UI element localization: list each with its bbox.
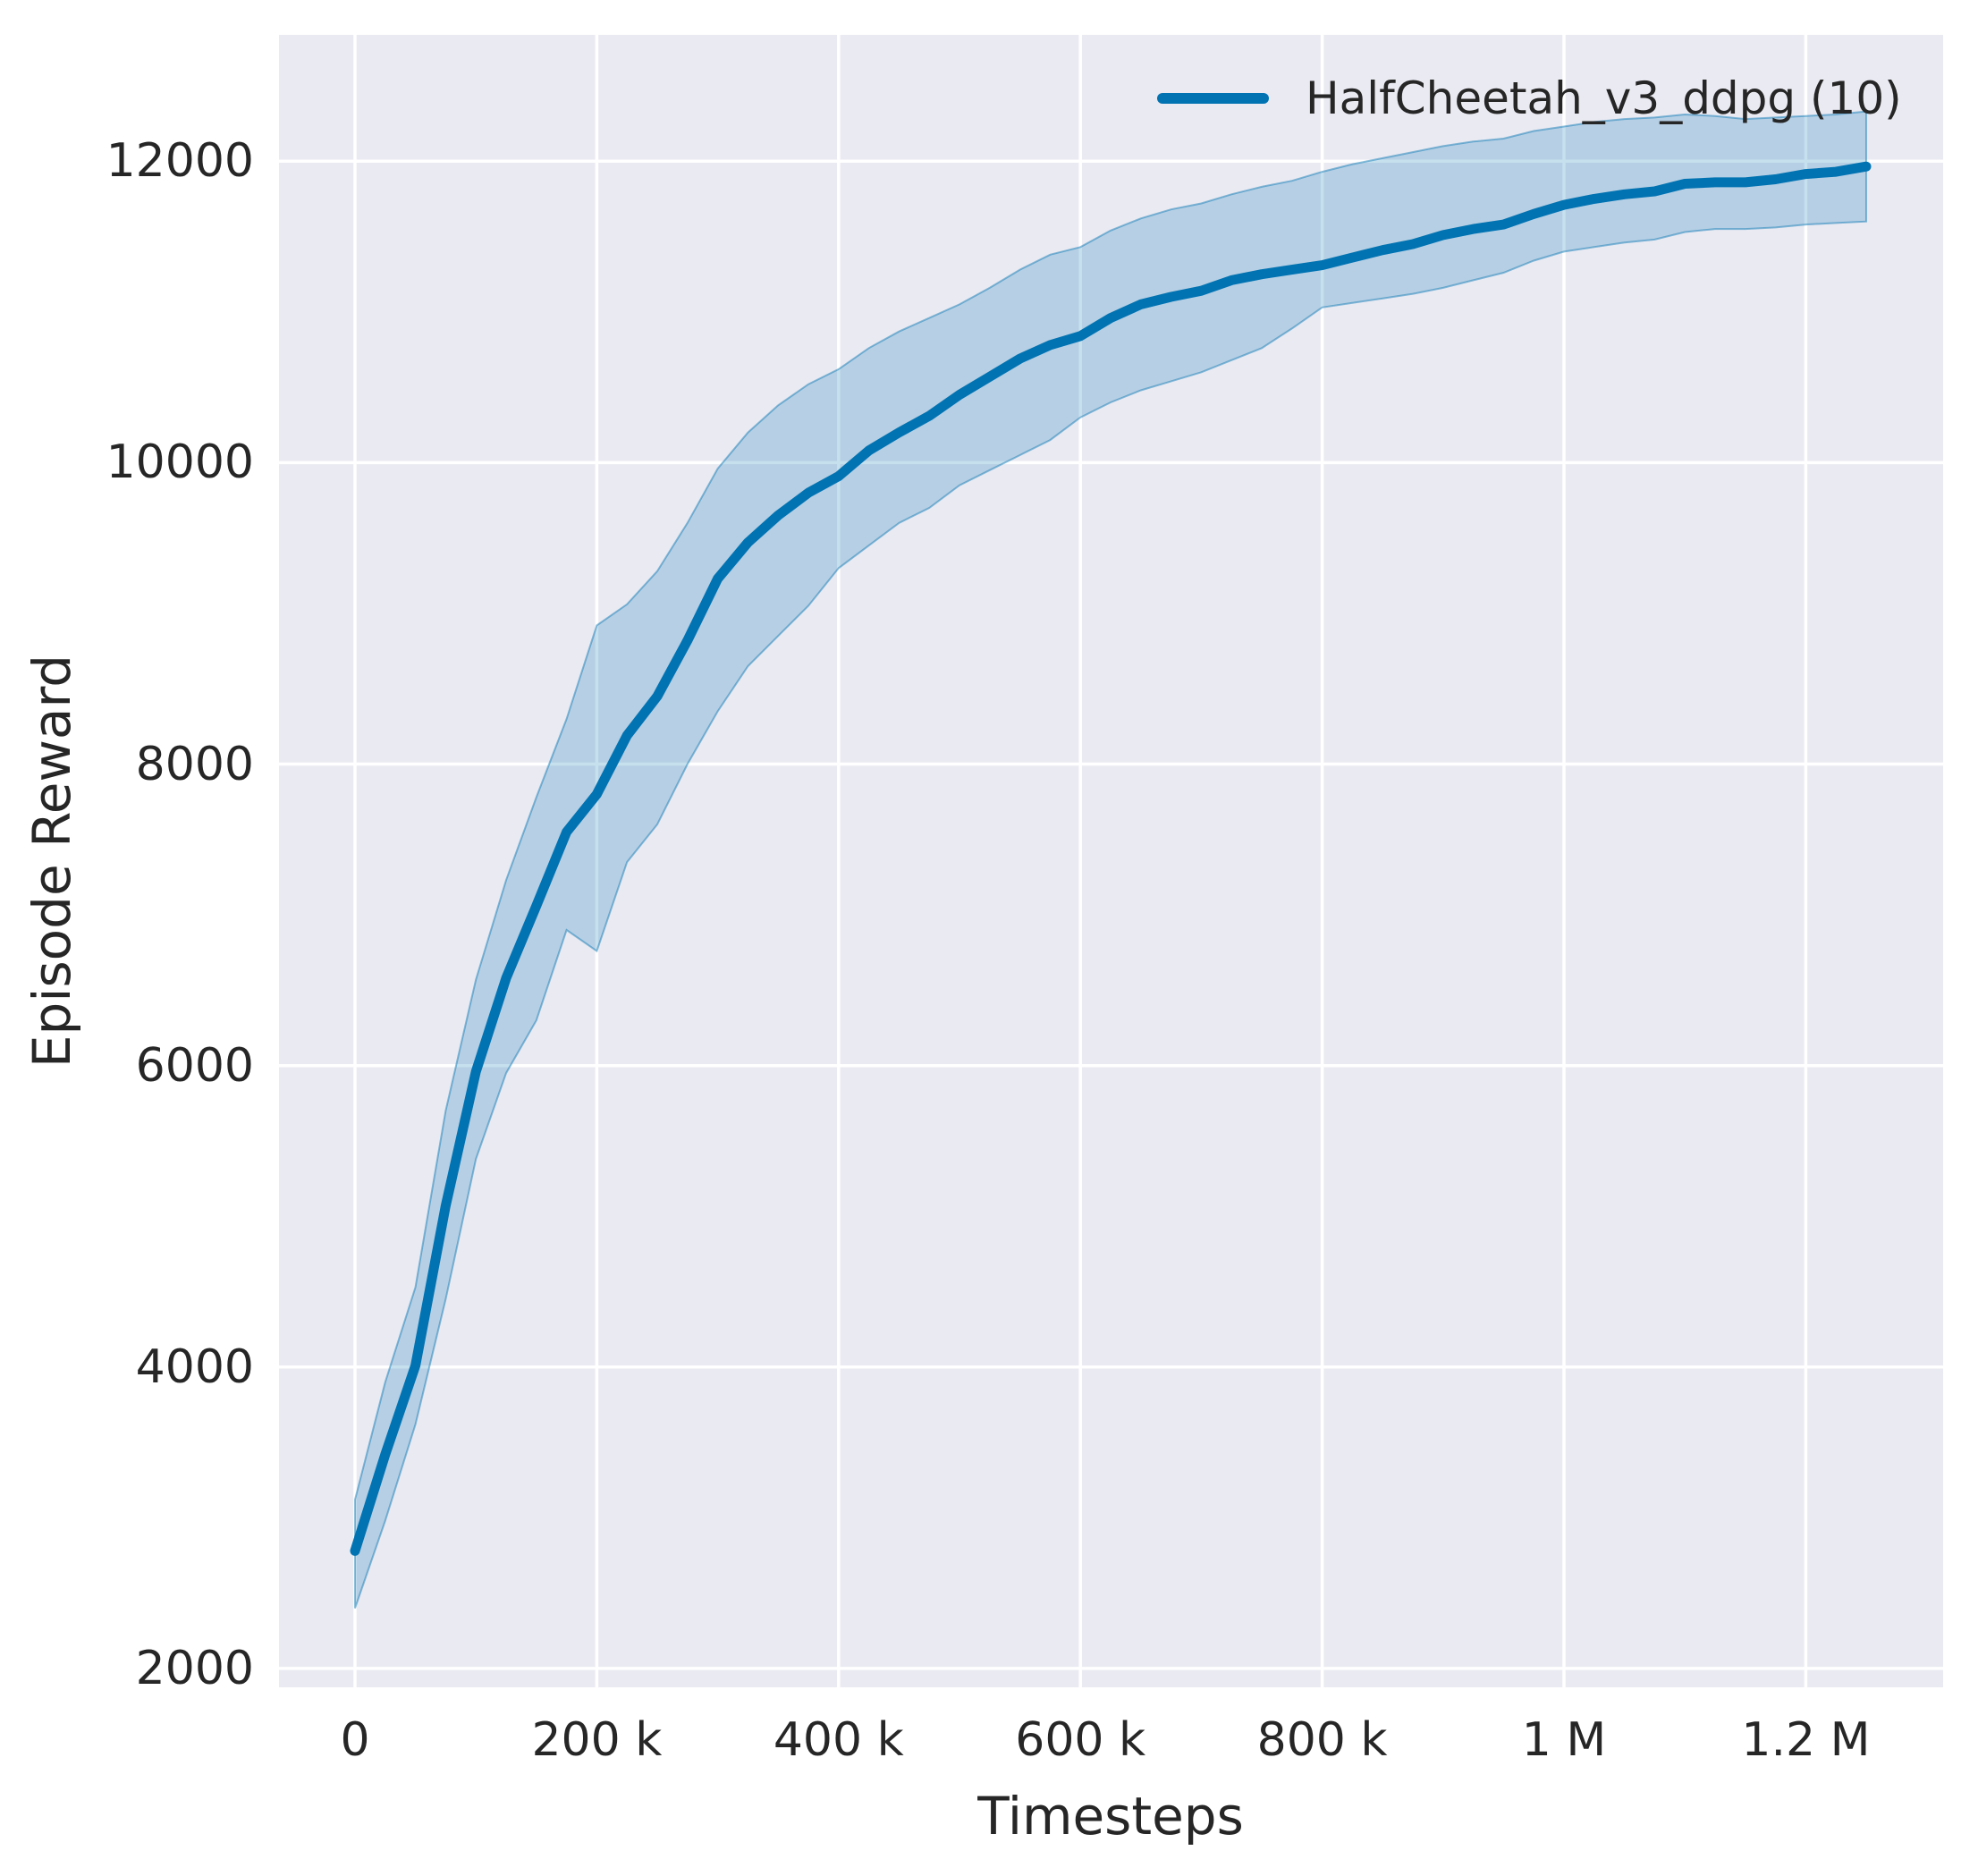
y-tick-label: 10000: [106, 435, 254, 490]
y-tick-label: 6000: [135, 1038, 254, 1093]
y-tick-label: 4000: [135, 1339, 254, 1394]
x-axis-label: Timesteps: [977, 1786, 1244, 1846]
legend-line-swatch: [1157, 93, 1269, 104]
x-tick-label: 800 k: [1256, 1713, 1388, 1767]
y-tick-label: 8000: [135, 737, 254, 791]
x-tick-label: 1.2 M: [1741, 1713, 1871, 1767]
x-tick-label: 400 k: [773, 1713, 904, 1767]
plot-svg: [279, 35, 1943, 1687]
x-tick-label: 1 M: [1521, 1713, 1607, 1767]
y-axis-label: Episode Reward: [21, 654, 82, 1069]
legend: HalfCheetah_v3_ddpg (10): [1157, 76, 1902, 121]
series-line-halfcheetah-ddpg: [350, 161, 1872, 1556]
y-tick-label: 2000: [135, 1641, 254, 1695]
y-tick-label: 12000: [106, 134, 254, 189]
x-tick-label: 200 k: [531, 1713, 663, 1767]
x-tick-label: 600 k: [1015, 1713, 1146, 1767]
legend-label: HalfCheetah_v3_ddpg (10): [1306, 72, 1902, 124]
x-tick-label: 0: [340, 1713, 370, 1767]
plot-area: [279, 35, 1943, 1687]
confidence-band: [354, 110, 1867, 1609]
